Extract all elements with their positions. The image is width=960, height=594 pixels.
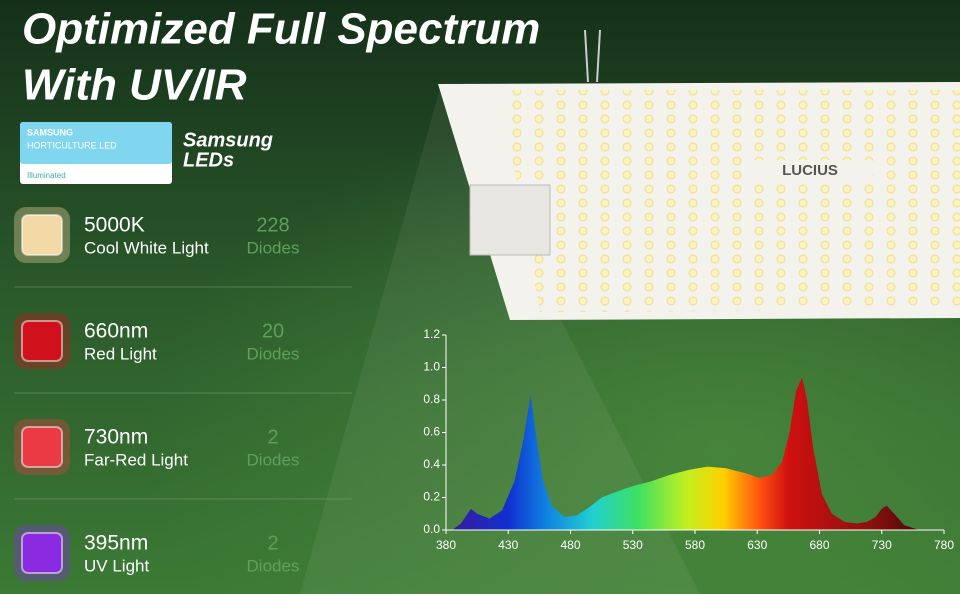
y-tick-label: 0.4 [423, 457, 440, 471]
led-count: 20 [262, 320, 284, 342]
led-desc: UV Light [84, 556, 149, 575]
led-desc: Far-Red Light [84, 450, 188, 469]
led-icon [21, 426, 63, 468]
y-tick-label: 1.0 [423, 360, 440, 374]
badge-caption: LEDs [183, 149, 234, 171]
led-icon [21, 320, 63, 362]
x-tick-label: 630 [747, 538, 767, 552]
light-beam [300, 88, 700, 594]
x-tick-label: 680 [809, 538, 829, 552]
led-name: 5000K [84, 214, 145, 237]
led-array [500, 90, 960, 312]
badge-brand: SAMSUNG [27, 127, 73, 137]
logo-bg [748, 160, 873, 182]
led-unit: Diodes [247, 238, 300, 257]
led-count: 2 [267, 532, 278, 554]
led-name: 660nm [84, 320, 148, 343]
hanger [596, 29, 601, 83]
hanger [584, 29, 589, 83]
spectrum-area [452, 377, 920, 530]
title: With UV/IR [22, 61, 247, 110]
x-tick-label: 530 [623, 538, 643, 552]
led-unit: Diodes [247, 450, 300, 469]
led-unit: Diodes [247, 344, 300, 363]
driver [469, 184, 551, 256]
led-icon [21, 532, 63, 574]
led-count: 228 [256, 214, 289, 236]
x-tick-label: 480 [560, 538, 580, 552]
x-tick-label: 730 [872, 538, 892, 552]
badge-caption: Samsung [183, 129, 273, 151]
panel-logo: LUCIUS [782, 162, 838, 179]
y-tick-label: 0.8 [423, 392, 440, 406]
y-tick-label: 0.0 [423, 522, 440, 536]
badge-product: HORTICULTURE LED [27, 140, 117, 150]
led-unit: Diodes [247, 556, 300, 575]
led-desc: Cool White Light [84, 238, 209, 257]
led-count: 2 [267, 426, 278, 448]
x-tick-label: 380 [436, 538, 456, 552]
y-tick-label: 0.6 [423, 425, 440, 439]
led-icon [21, 214, 63, 256]
badge-band [20, 122, 172, 164]
led-desc: Red Light [84, 344, 157, 363]
x-tick-label: 780 [934, 538, 954, 552]
y-tick-label: 0.2 [423, 490, 440, 504]
title: Optimized Full Spectrum [22, 5, 540, 54]
led-name: 730nm [84, 426, 148, 449]
x-tick-label: 430 [498, 538, 518, 552]
x-tick-label: 580 [685, 538, 705, 552]
led-name: 395nm [84, 532, 148, 555]
y-tick-label: 1.2 [423, 327, 440, 341]
badge-tag: Illuminated [27, 171, 66, 180]
